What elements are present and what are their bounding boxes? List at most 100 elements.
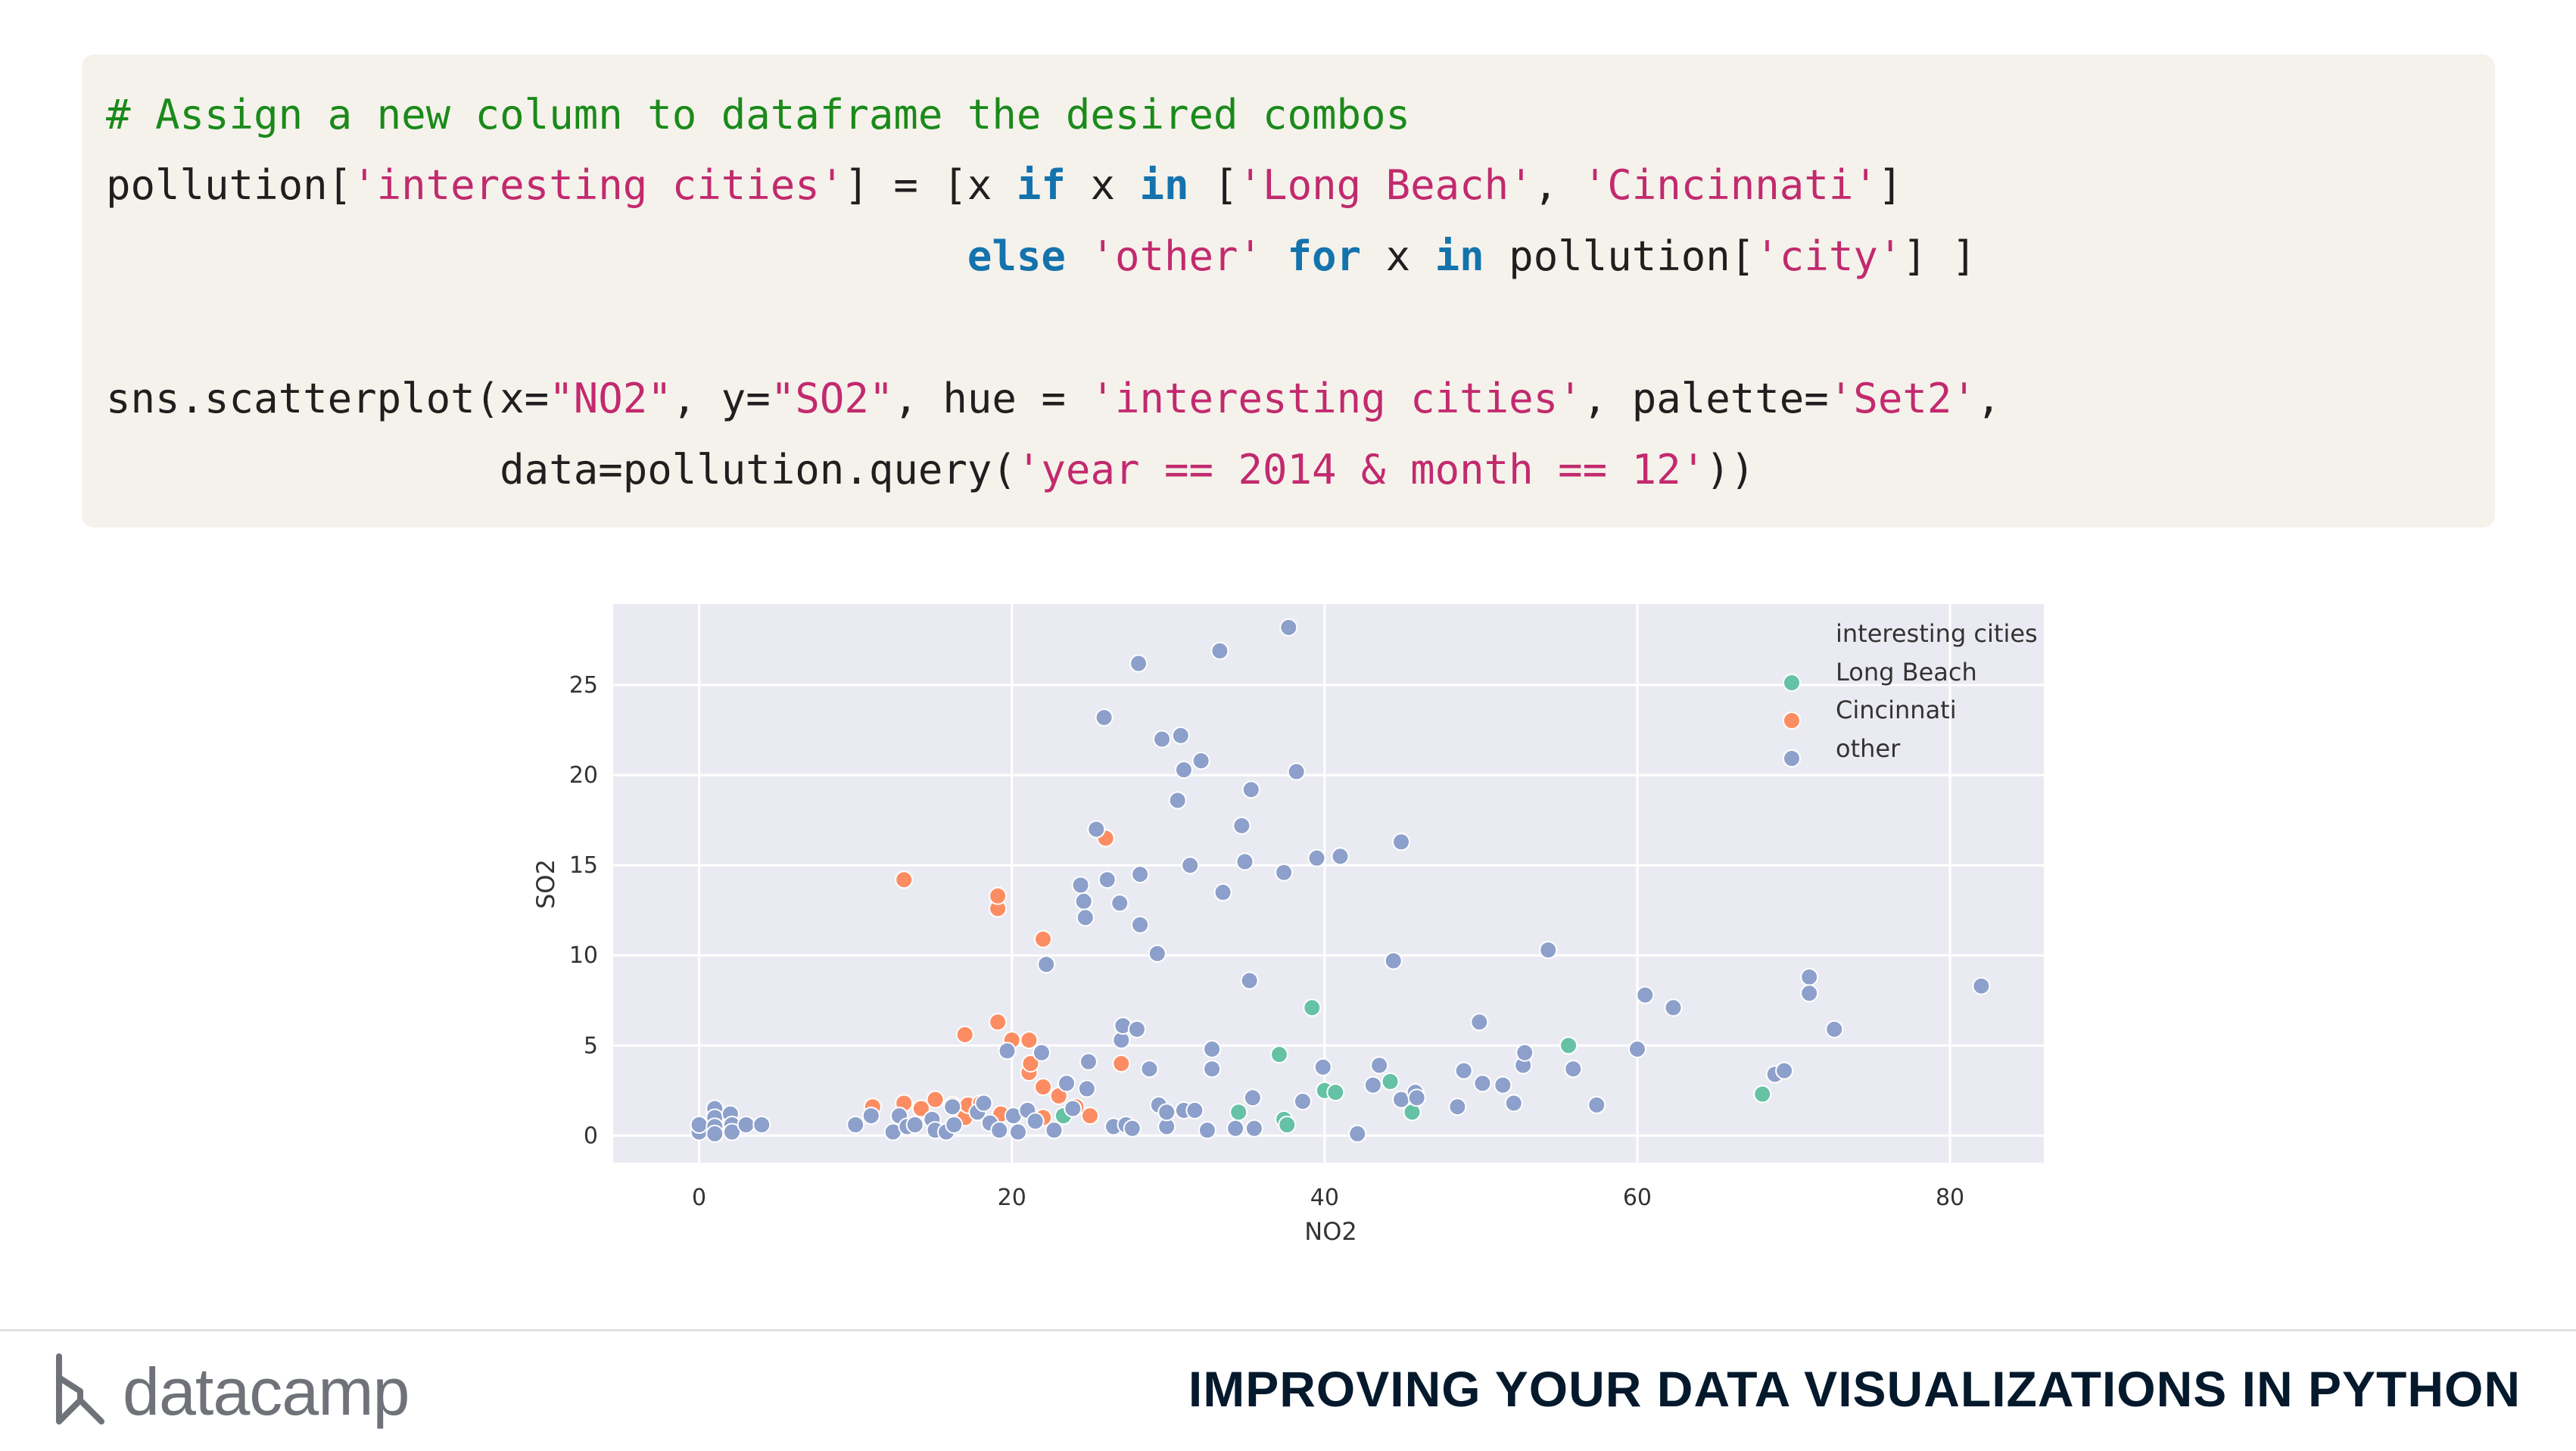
x-tick-label: 0 bbox=[692, 1185, 706, 1211]
x-tick-label: 40 bbox=[1310, 1185, 1339, 1211]
code-keyword: if bbox=[1016, 161, 1066, 209]
point-long-beach bbox=[1559, 1036, 1578, 1055]
y-tick-label: 10 bbox=[569, 942, 598, 969]
code-string: 'Long Beach' bbox=[1238, 161, 1534, 209]
point-cincinnati bbox=[989, 1013, 1008, 1032]
point-other bbox=[1095, 708, 1114, 727]
legend: interesting cities Long Beach Cincinnati… bbox=[1783, 619, 2038, 768]
point-other bbox=[1241, 780, 1260, 799]
code-string: 'Set2' bbox=[1828, 375, 1976, 422]
point-other bbox=[998, 1042, 1017, 1060]
point-other bbox=[1140, 1060, 1159, 1079]
point-other bbox=[1181, 856, 1200, 875]
point-other bbox=[1064, 1099, 1082, 1118]
point-cincinnati bbox=[1021, 1054, 1040, 1073]
point-long-beach bbox=[1269, 1045, 1288, 1064]
scatter-chart-svg: 0 20 40 60 80 0 5 10 15 20 25 NO2 SO2 interesting … bbox=[531, 604, 2044, 1246]
code-line-1: # Assign a new column to dataframe the d… bbox=[106, 91, 1410, 139]
code-string: 'Cincinnati' bbox=[1582, 161, 1878, 209]
point-other bbox=[1664, 998, 1683, 1017]
point-other bbox=[1800, 984, 1819, 1003]
point-other bbox=[1473, 1074, 1492, 1093]
point-other bbox=[945, 1116, 964, 1135]
point-other bbox=[1032, 1043, 1051, 1062]
point-other bbox=[1504, 1094, 1523, 1113]
point-other bbox=[1203, 1040, 1222, 1059]
point-other bbox=[1972, 976, 1991, 995]
point-cincinnati bbox=[955, 1025, 974, 1044]
point-other bbox=[943, 1098, 962, 1116]
point-other bbox=[1587, 1095, 1606, 1114]
point-other bbox=[1123, 1119, 1142, 1138]
code-string: 'interesting cities' bbox=[1090, 375, 1583, 422]
point-other bbox=[990, 1121, 1009, 1140]
legend-marker-other bbox=[1783, 749, 1801, 768]
x-tick-label: 80 bbox=[1936, 1185, 1964, 1211]
code-token: x bbox=[1065, 161, 1140, 209]
point-other bbox=[1331, 847, 1350, 866]
logo-wordmark: datacamp bbox=[123, 1354, 410, 1429]
point-other bbox=[1045, 1121, 1064, 1140]
code-comment: # Assign a new column to dataframe the d… bbox=[106, 91, 1411, 139]
code-indent bbox=[106, 446, 500, 494]
code-token: pollution[ bbox=[1484, 232, 1755, 280]
point-other bbox=[1129, 654, 1148, 673]
code-token: sns.scatterplot(x= bbox=[106, 375, 550, 422]
point-other bbox=[1515, 1043, 1534, 1062]
code-line-5: data=pollution.query('year == 2014 & mon… bbox=[106, 446, 1755, 494]
point-other bbox=[1636, 985, 1655, 1004]
point-other bbox=[1275, 863, 1294, 882]
legend-label-long-beach: Long Beach bbox=[1836, 658, 1977, 687]
code-token: ] ] bbox=[1902, 232, 1976, 280]
point-cincinnati bbox=[1081, 1107, 1099, 1126]
grid-lines bbox=[613, 604, 2044, 1163]
point-cincinnati bbox=[895, 870, 914, 889]
code-indent bbox=[106, 232, 967, 280]
point-other bbox=[1539, 941, 1558, 960]
point-long-beach bbox=[1303, 998, 1322, 1017]
code-token: , bbox=[1533, 161, 1583, 209]
y-tick-label: 5 bbox=[584, 1032, 598, 1059]
point-other bbox=[1087, 820, 1106, 839]
datacamp-logo: datacamp bbox=[51, 1346, 445, 1437]
point-other bbox=[974, 1094, 993, 1113]
point-other bbox=[1026, 1112, 1045, 1131]
point-other bbox=[1191, 752, 1210, 771]
point-other bbox=[1171, 726, 1190, 745]
point-other bbox=[1148, 944, 1167, 963]
data-points bbox=[690, 618, 1991, 1143]
legend-title: interesting cities bbox=[1836, 619, 2038, 648]
code-token: ] = [x bbox=[844, 161, 1017, 209]
point-other bbox=[1293, 1092, 1312, 1111]
point-other bbox=[1564, 1060, 1583, 1079]
point-other bbox=[1307, 848, 1326, 867]
code-token: , palette= bbox=[1582, 375, 1829, 422]
y-tick-label: 0 bbox=[584, 1123, 598, 1149]
point-other bbox=[1448, 1098, 1467, 1116]
code-token: data=pollution.query( bbox=[500, 446, 1017, 494]
point-long-beach bbox=[1381, 1072, 1400, 1091]
point-other bbox=[1168, 791, 1187, 810]
code-string: "SO2" bbox=[770, 375, 894, 422]
point-other bbox=[861, 1107, 880, 1126]
code-string: 'interesting cities' bbox=[352, 161, 845, 209]
point-other bbox=[846, 1116, 865, 1135]
point-other bbox=[1825, 1020, 1844, 1038]
point-other bbox=[1279, 618, 1298, 637]
point-other bbox=[1384, 951, 1403, 970]
legend-label-other: other bbox=[1836, 734, 1901, 763]
point-other bbox=[1110, 894, 1129, 913]
point-other bbox=[1392, 833, 1411, 852]
point-cincinnati bbox=[989, 886, 1008, 905]
datacamp-logo-icon bbox=[56, 1353, 104, 1425]
course-title: IMPROVING YOUR DATA VISUALIZATIONS IN PY… bbox=[1188, 1361, 2521, 1417]
code-token bbox=[1066, 232, 1091, 280]
y-axis-label: SO2 bbox=[531, 859, 560, 909]
point-other bbox=[1198, 1121, 1216, 1140]
x-tick-label: 60 bbox=[1623, 1185, 1652, 1211]
code-token: ] bbox=[1877, 161, 1903, 209]
y-tick-label: 25 bbox=[569, 672, 598, 699]
point-cincinnati bbox=[1034, 929, 1053, 948]
point-other bbox=[1454, 1061, 1473, 1080]
footer-divider bbox=[0, 1329, 2576, 1331]
